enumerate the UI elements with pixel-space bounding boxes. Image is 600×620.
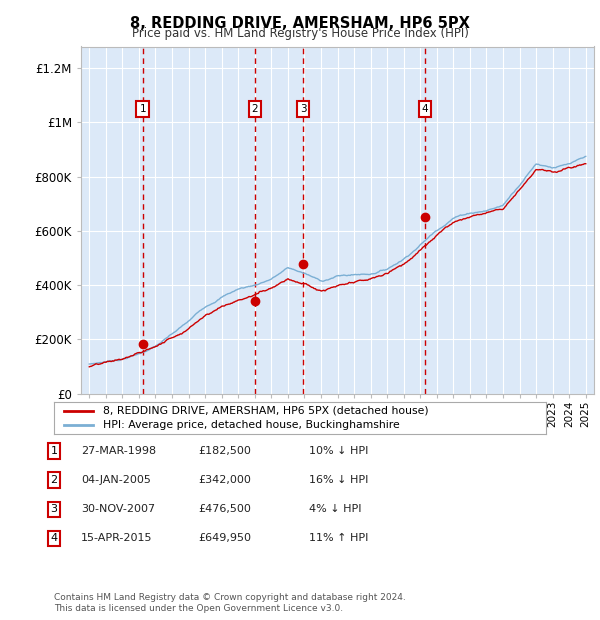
Text: 3: 3 bbox=[300, 104, 307, 114]
Text: 1: 1 bbox=[50, 446, 58, 456]
Text: £649,950: £649,950 bbox=[198, 533, 251, 544]
Text: Contains HM Land Registry data © Crown copyright and database right 2024.
This d: Contains HM Land Registry data © Crown c… bbox=[54, 593, 406, 613]
Text: 2: 2 bbox=[251, 104, 258, 114]
Text: HPI: Average price, detached house, Buckinghamshire: HPI: Average price, detached house, Buck… bbox=[103, 420, 400, 430]
Text: 15-APR-2015: 15-APR-2015 bbox=[81, 533, 152, 544]
Text: 4% ↓ HPI: 4% ↓ HPI bbox=[309, 504, 361, 515]
Text: £476,500: £476,500 bbox=[198, 504, 251, 515]
Text: £182,500: £182,500 bbox=[198, 446, 251, 456]
Text: £342,000: £342,000 bbox=[198, 475, 251, 485]
Text: 4: 4 bbox=[422, 104, 428, 114]
Text: 10% ↓ HPI: 10% ↓ HPI bbox=[309, 446, 368, 456]
Text: 3: 3 bbox=[50, 504, 58, 515]
Text: 16% ↓ HPI: 16% ↓ HPI bbox=[309, 475, 368, 485]
Text: 30-NOV-2007: 30-NOV-2007 bbox=[81, 504, 155, 515]
Text: 27-MAR-1998: 27-MAR-1998 bbox=[81, 446, 156, 456]
Text: 4: 4 bbox=[50, 533, 58, 544]
Text: 04-JAN-2005: 04-JAN-2005 bbox=[81, 475, 151, 485]
Text: 8, REDDING DRIVE, AMERSHAM, HP6 5PX (detached house): 8, REDDING DRIVE, AMERSHAM, HP6 5PX (det… bbox=[103, 405, 429, 416]
Text: 8, REDDING DRIVE, AMERSHAM, HP6 5PX: 8, REDDING DRIVE, AMERSHAM, HP6 5PX bbox=[130, 16, 470, 30]
Text: 11% ↑ HPI: 11% ↑ HPI bbox=[309, 533, 368, 544]
Text: Price paid vs. HM Land Registry's House Price Index (HPI): Price paid vs. HM Land Registry's House … bbox=[131, 27, 469, 40]
Text: 2: 2 bbox=[50, 475, 58, 485]
Text: 1: 1 bbox=[139, 104, 146, 114]
